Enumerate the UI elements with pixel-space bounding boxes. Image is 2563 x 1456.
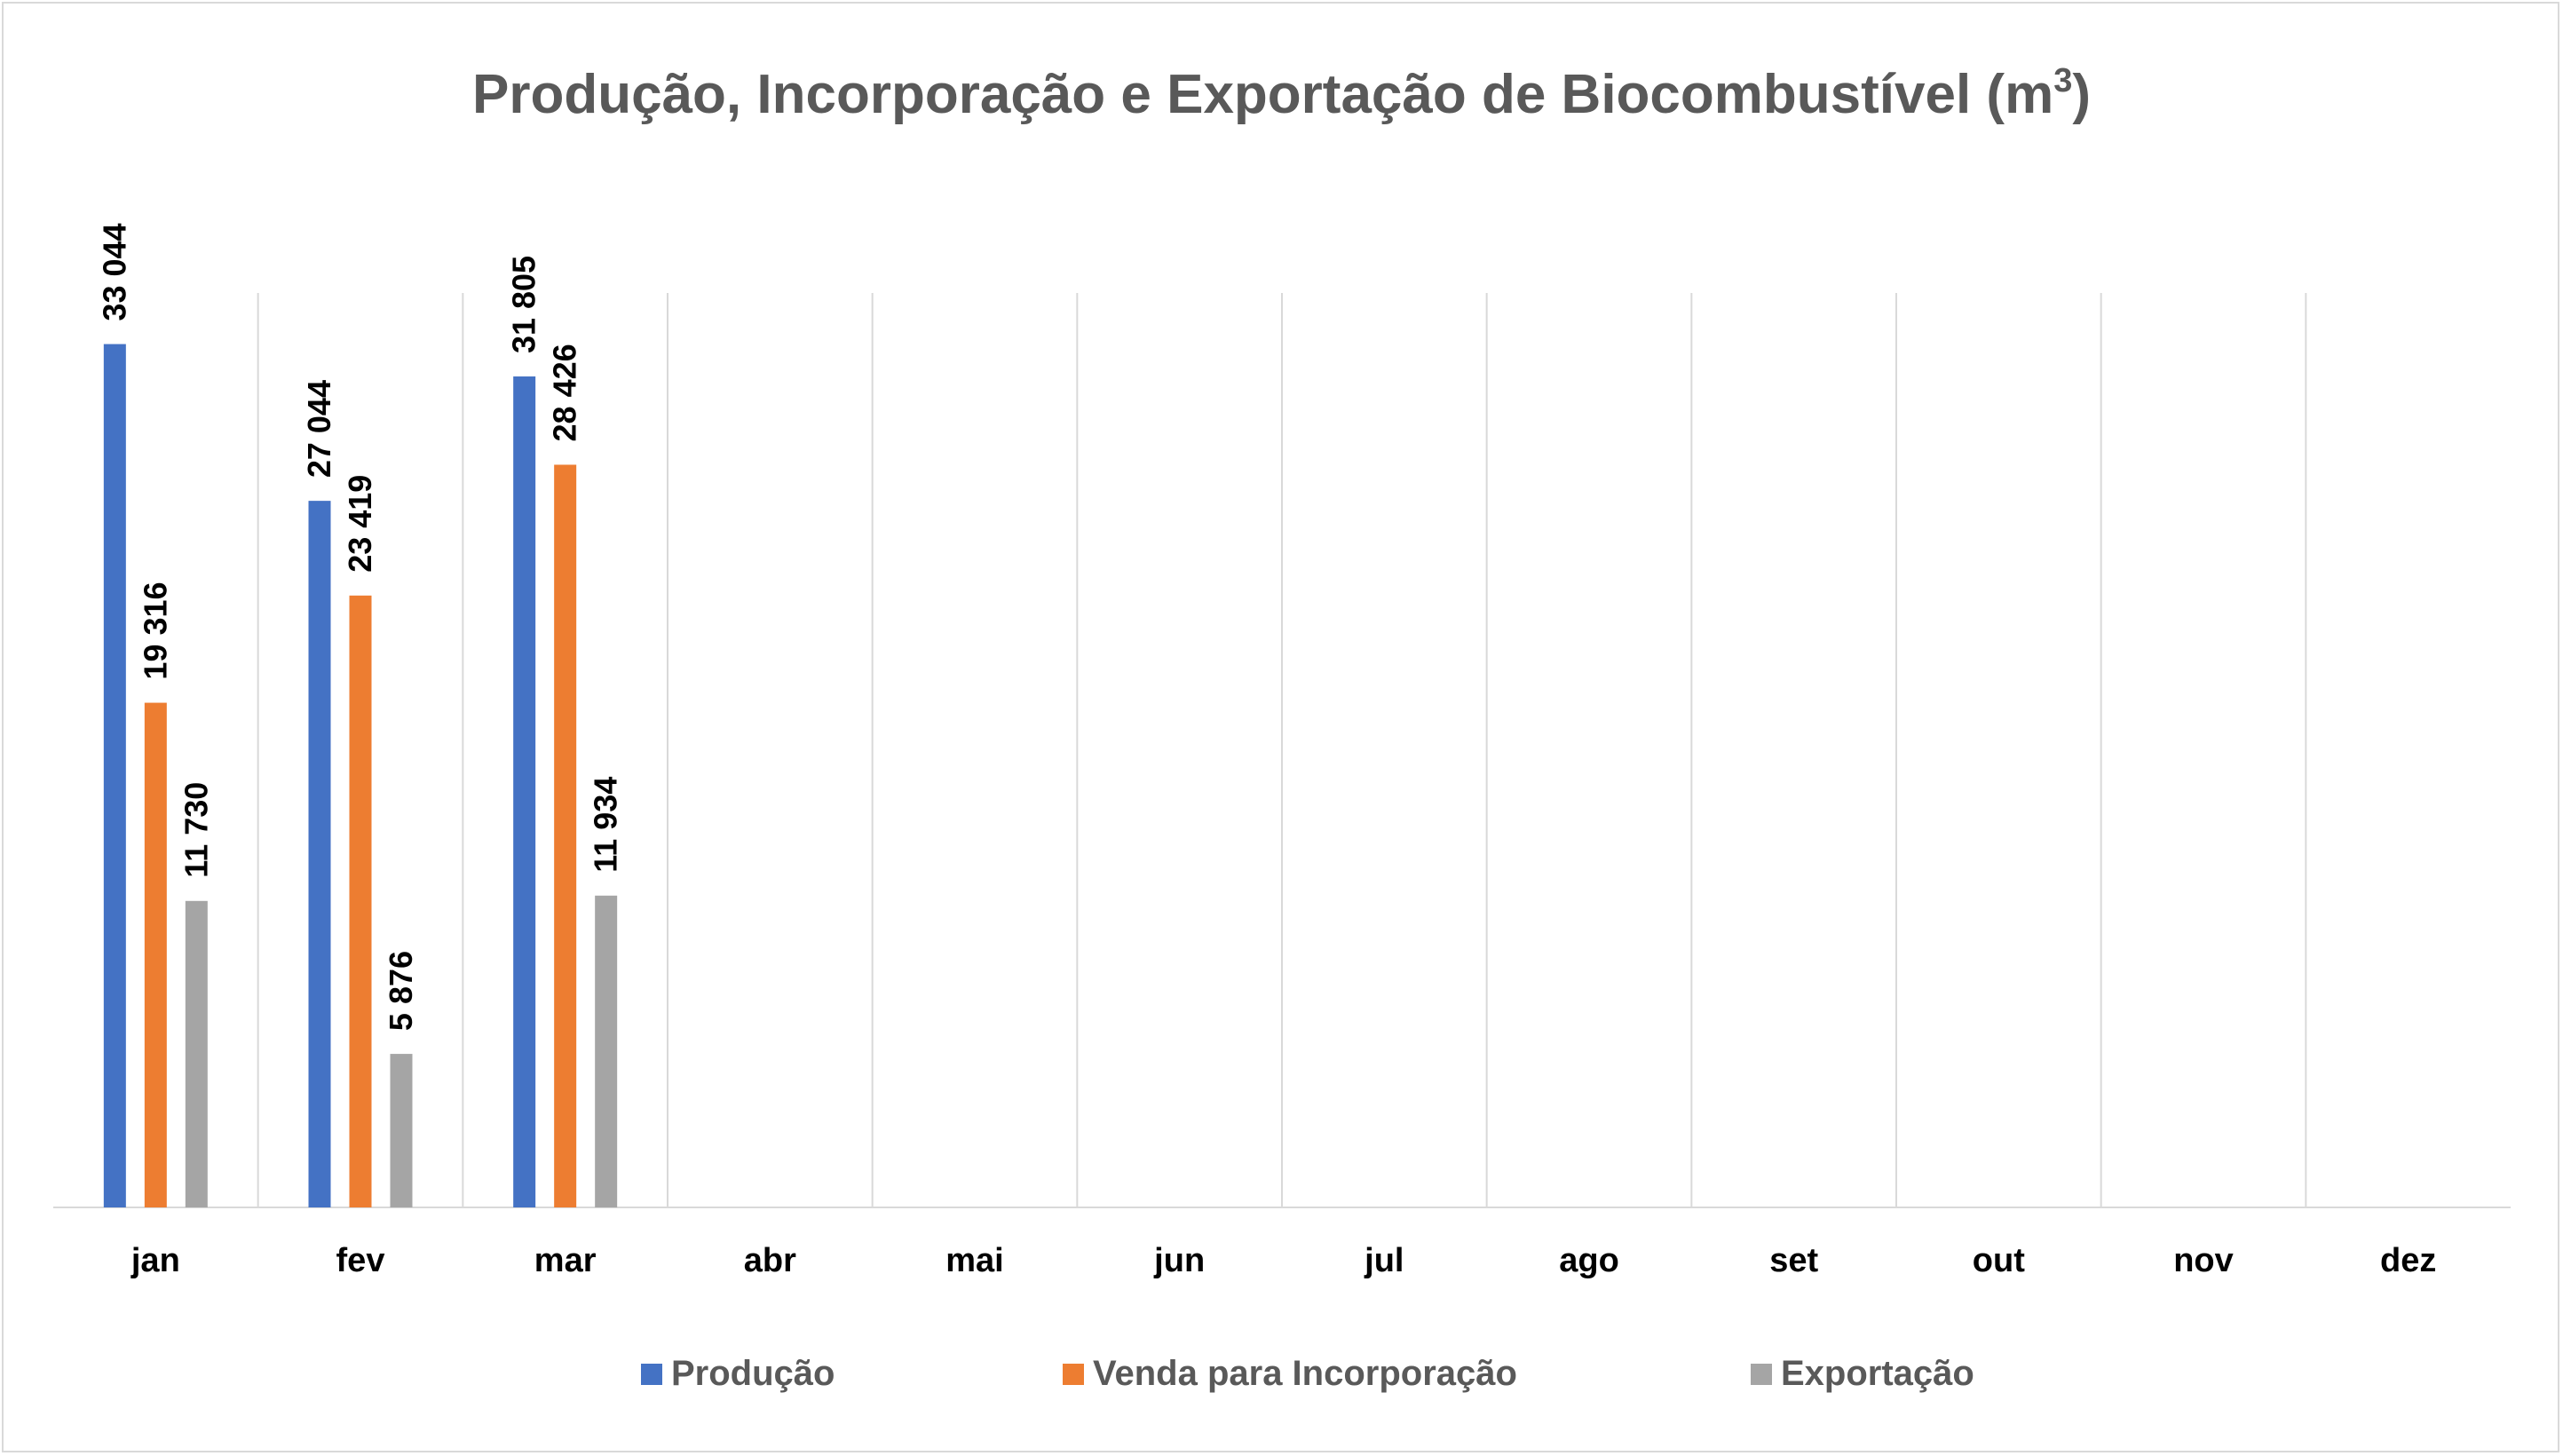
bar-Venda para Incorporação [144,702,167,1207]
legend-item: Produção [641,1354,835,1394]
chart-title: Produção, Incorporação e Exportação de B… [0,62,2563,126]
x-tick-label: dez [2380,1242,2436,1279]
x-tick-label: nov [2173,1242,2234,1279]
data-label: 23 419 [342,475,378,573]
x-tick-label: jan [131,1242,180,1279]
bar-Exportação [390,1054,413,1207]
x-tick-label: fev [336,1242,385,1279]
data-label: 11 934 [588,777,624,873]
x-tick-label: mai [945,1242,1003,1279]
legend-item: Venda para Incorporação [1063,1354,1517,1394]
chart-title-superscript: 3 [2053,62,2073,99]
bar-Venda para Incorporação [554,464,577,1207]
legend-label: Produção [671,1354,835,1393]
data-label: 31 805 [506,256,542,353]
legend-swatch [1751,1363,1772,1385]
bar-Exportação [185,900,208,1207]
x-tick-label: jul [1364,1242,1404,1279]
data-label: 19 316 [137,582,173,679]
x-tick-label: set [1769,1242,1818,1279]
x-tick-label: out [1973,1242,2025,1279]
bar-Produção [103,344,126,1208]
data-label: 33 044 [96,223,132,320]
data-label: 5 876 [383,951,419,1031]
x-tick-label: ago [1559,1242,1619,1279]
chart-title-text: Produção, Incorporação e Exportação de B… [472,64,2054,125]
x-tick-label: mar [534,1242,597,1279]
x-tick-label: abr [744,1242,796,1279]
legend: Produção Venda para Incorporação Exportaçã… [0,1354,2563,1398]
data-label: 28 426 [547,344,583,441]
legend-swatch [641,1363,662,1385]
data-label: 11 730 [178,782,214,878]
bar-Venda para Incorporação [349,595,372,1207]
legend-label: Exportação [1781,1354,1974,1393]
legend-item: Exportação [1751,1354,1974,1394]
bar-Produção [308,501,331,1207]
legend-label: Venda para Incorporação [1093,1354,1517,1393]
bar-Produção [513,376,536,1207]
bar-Exportação [595,895,618,1207]
data-label: 27 044 [301,380,337,478]
x-tick-label: jun [1153,1242,1205,1279]
legend-swatch [1063,1363,1084,1385]
chart-title-close: ) [2072,64,2091,125]
